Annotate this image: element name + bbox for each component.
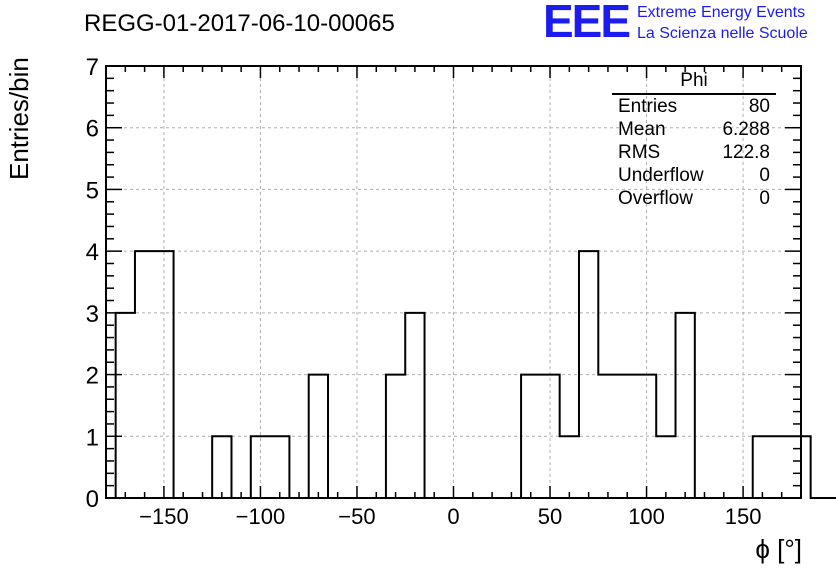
- stats-title: Phi: [612, 70, 776, 95]
- eee-logo: EEE: [543, 0, 631, 47]
- stats-row-underflow: Underflow 0: [612, 164, 776, 187]
- histogram-bin: [560, 436, 579, 498]
- stats-value: 0: [759, 165, 770, 186]
- stats-label: RMS: [618, 142, 661, 163]
- histogram-bin: [772, 436, 791, 498]
- x-axis-label: ϕ [°]: [755, 534, 802, 564]
- histogram-bin: [676, 313, 695, 498]
- x-tick-label: −100: [236, 504, 286, 529]
- x-tick-label: −150: [139, 504, 189, 529]
- stats-value: 80: [748, 96, 770, 117]
- histogram-bin: [405, 313, 424, 498]
- histogram-bin: [270, 436, 289, 498]
- logo-line-2: La Scienza nelle Scuole: [637, 25, 808, 42]
- histogram-bin: [212, 436, 231, 498]
- y-tick-label: 3: [86, 301, 99, 328]
- x-tick-label: 50: [538, 504, 562, 529]
- stats-row-mean: Mean 6.288: [612, 118, 776, 141]
- x-tick-label: 0: [447, 504, 459, 529]
- histogram-bin: [656, 436, 675, 498]
- stats-label: Overflow: [618, 188, 693, 209]
- y-tick-label: 4: [86, 239, 99, 266]
- y-tick-label: 6: [86, 116, 99, 143]
- y-tick-label: 1: [86, 424, 99, 451]
- stats-value: 0: [759, 188, 770, 209]
- histogram-bin: [753, 436, 772, 498]
- y-axis-label: Entries/bin: [4, 57, 34, 180]
- stats-label: Underflow: [618, 165, 704, 186]
- stats-value: 6.288: [722, 119, 770, 140]
- chart-title: REGG-01-2017-06-10-00065: [84, 10, 395, 37]
- histogram-bin: [598, 375, 617, 498]
- y-tick-label: 0: [86, 486, 99, 513]
- stats-label: Entries: [618, 96, 678, 117]
- histogram-bin: [521, 375, 540, 498]
- histogram-bin: [116, 313, 135, 498]
- histogram-line: [114, 250, 836, 499]
- stats-label: Mean: [618, 119, 666, 140]
- stats-row-rms: RMS 122.8: [612, 141, 776, 164]
- y-tick-label: 2: [86, 363, 99, 390]
- y-tick-label: 7: [86, 54, 99, 81]
- x-tick-label: 150: [725, 504, 762, 529]
- y-tick-label: 5: [86, 177, 99, 204]
- stats-box: Phi Entries 80 Mean 6.288 RMS 122.8 Unde…: [612, 70, 776, 210]
- logo-line-1: Extreme Energy Events: [637, 4, 806, 21]
- x-tick-label: 100: [628, 504, 665, 529]
- x-tick-label: −50: [338, 504, 375, 529]
- stats-value: 122.8: [722, 142, 770, 163]
- stats-row-overflow: Overflow 0: [612, 187, 776, 210]
- stats-row-entries: Entries 80: [612, 95, 776, 118]
